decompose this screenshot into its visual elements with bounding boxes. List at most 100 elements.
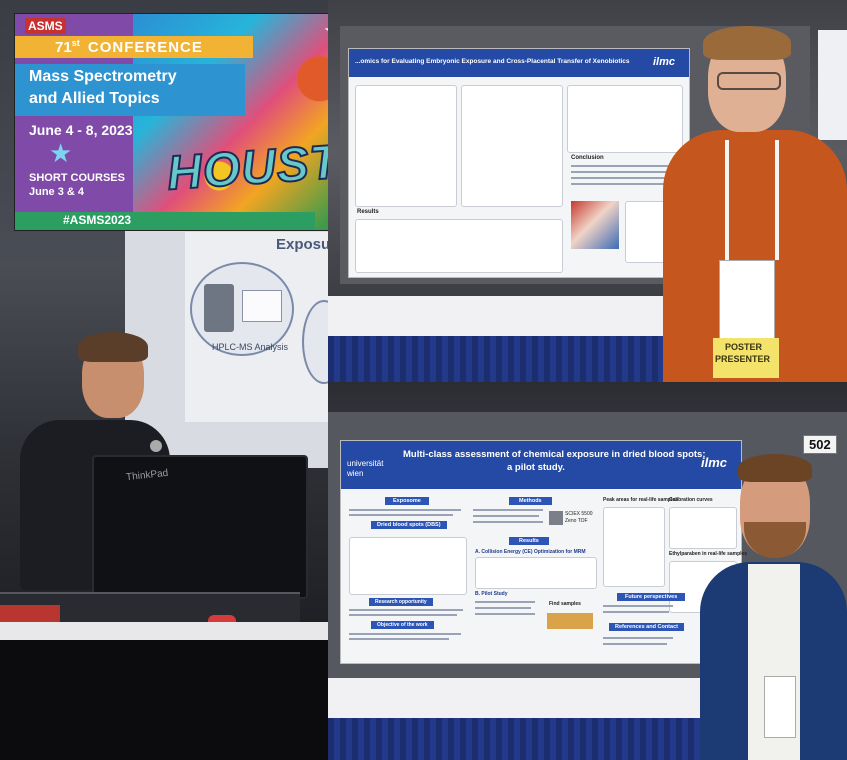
poster-top-text-line	[571, 183, 667, 185]
references-text-line	[603, 637, 673, 639]
poster-top-heatmap	[571, 201, 619, 249]
title-line-1: Mass Spectrometry	[29, 68, 177, 85]
research-text-line	[349, 614, 457, 616]
hashtag-strip	[15, 212, 315, 230]
short-courses-line-1: SHORT COURSES	[29, 172, 125, 184]
pilot-text-line	[475, 601, 535, 603]
table-top-bottom	[328, 678, 728, 718]
poster-top-box-1	[355, 85, 457, 207]
poster-top: ...omics for Evaluating Embryonic Exposu…	[348, 48, 690, 278]
methods-text-line	[473, 515, 539, 517]
poster-bottom: universität wien Multi-class assessment …	[340, 440, 747, 664]
methods-text-line	[473, 509, 543, 511]
presenter-2	[700, 452, 847, 760]
exposome-text-line	[349, 514, 453, 516]
conference-dates: June 4 - 8, 2023	[29, 122, 133, 138]
exposome-text-line	[349, 509, 461, 511]
peak-areas-table	[603, 507, 665, 587]
section-a-heading: A. Collision Energy (CE) Optimization fo…	[475, 549, 586, 555]
poster-top-conclusion: Conclusion	[571, 155, 604, 161]
ribbon-line-2: PRESENTER	[715, 354, 771, 364]
presenter-1-glasses	[717, 72, 781, 90]
poster-presenter-ribbon	[713, 338, 779, 378]
conference-edition: 71st CONFERENCE	[55, 38, 203, 56]
instrument-sub: Zeno TOF	[565, 518, 588, 524]
instrument-name: SCIEX 5500	[565, 511, 593, 517]
title-bar	[15, 64, 245, 116]
ribbon-line-1: POSTER	[725, 342, 763, 352]
poster-top-box-4	[355, 219, 563, 273]
section-b-heading: B. Pilot Study	[475, 591, 508, 597]
ethylparaben-heading: Ethylparaben in real-life samples	[669, 551, 748, 557]
poster-bottom-title-1: Multi-class assessment of chemical expos…	[403, 449, 706, 460]
poster-top-title: ...omics for Evaluating Embryonic Exposu…	[355, 58, 630, 65]
star-icon: ★	[49, 138, 73, 168]
next-poster-edge	[818, 30, 847, 140]
university-logo-line-2: wien	[347, 469, 364, 478]
presenter-2-hair	[738, 454, 812, 482]
speaker-hair	[78, 332, 148, 362]
poster-top-box-3	[567, 85, 683, 153]
poster-bottom-logo: ilmc	[701, 455, 728, 470]
slide-chromatogram-icon	[242, 290, 282, 322]
presenter-1-hair	[703, 26, 791, 60]
lanyard	[725, 140, 779, 260]
asms-logo: ASMS	[25, 18, 66, 34]
find-samples-heading: Find samples	[549, 601, 581, 607]
references-heading: References and Contact	[609, 623, 684, 631]
dbs-diagram	[349, 537, 467, 595]
poster-bottom-title-2: a pilot study.	[507, 462, 565, 473]
methods-text-line	[473, 521, 543, 523]
objective-text-line	[349, 633, 461, 635]
table-skirt-bottom	[328, 718, 728, 760]
university-logo-line-1: universität	[347, 459, 384, 468]
dbs-heading: Dried blood spots (DBS)	[371, 521, 447, 529]
objective-heading: Objective of the work	[371, 621, 434, 629]
hashtag: #ASMS2023	[63, 213, 132, 227]
podium-skirt	[0, 640, 328, 760]
slide-hplc-label: HPLC-MS Analysis	[212, 342, 289, 352]
instrument-icon	[549, 511, 563, 525]
presenter-1: POSTER PRESENTER	[663, 20, 847, 382]
table-top	[328, 296, 688, 336]
future-text-line	[603, 605, 673, 607]
future-text-line	[603, 611, 669, 613]
table-skirt	[328, 336, 688, 382]
short-courses-line-2: June 3 & 4	[29, 186, 85, 198]
board-number: 502	[803, 435, 837, 454]
samples-image	[547, 613, 593, 629]
white-cable-table	[0, 622, 328, 640]
poster-top-text-line	[571, 165, 677, 167]
microphone	[150, 440, 162, 452]
poster-presenter-photo-bottom: 502 universität wien Multi-class assessm…	[328, 382, 847, 760]
poster-top-text-line	[571, 171, 671, 173]
poster-presenter-photo-top: ...omics for Evaluating Embryonic Exposu…	[328, 0, 847, 382]
name-badge	[719, 260, 775, 340]
poster-top-header	[349, 49, 689, 77]
poster-top-results: Results	[357, 209, 379, 215]
power-strip	[0, 605, 60, 623]
edition-suffix: st	[71, 38, 80, 48]
slide-instrument-icon	[204, 284, 234, 332]
poster-top-text-line	[571, 177, 675, 179]
conference-word: CONFERENCE	[87, 39, 203, 56]
pilot-text-line	[475, 613, 535, 615]
pilot-text-line	[475, 607, 531, 609]
exposome-heading: Exposome	[385, 497, 429, 505]
calibration-heading: Calibration curves	[669, 497, 713, 503]
name-badge-2	[764, 676, 796, 738]
presenter-2-beard	[744, 522, 806, 558]
edition-number: 71	[55, 39, 72, 56]
research-heading: Research opportunity	[369, 598, 433, 606]
methods-heading: Methods	[509, 497, 552, 505]
poster-top-logo: ilmc	[653, 56, 676, 68]
title-line-2: and Allied Topics	[29, 90, 160, 107]
objective-text-line	[349, 638, 449, 640]
poster-bottom-header	[341, 441, 741, 489]
laptop	[92, 455, 308, 599]
poster-top-box-2	[461, 85, 563, 207]
ce-optimization-box	[475, 557, 597, 589]
slide-title-fragment: Exposu	[276, 236, 328, 253]
future-heading: Future perspectives	[617, 593, 686, 601]
